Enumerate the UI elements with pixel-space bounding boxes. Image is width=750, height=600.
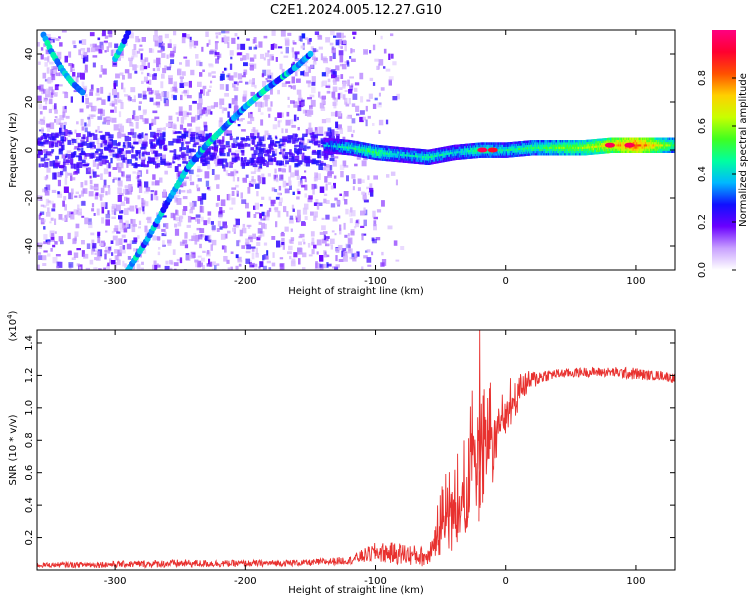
snr-x-tick: -100 [364, 576, 387, 587]
snr-y-tick: 1.0 [24, 400, 35, 416]
colorbar: 0.0 0.2 0.4 0.6 0.8 Normalized spectral ampl… [697, 30, 749, 278]
snr-y-tick: 0.8 [24, 432, 35, 448]
snr-x-tick: -200 [234, 576, 257, 587]
snr-y-label: SNR (10 * v/v) [8, 414, 19, 485]
spectrogram-x-tick: -300 [104, 276, 127, 287]
spectrogram-x-tick: -200 [234, 276, 257, 287]
spectrogram-x-tick: 100 [626, 276, 645, 287]
spectrogram-hotspot [477, 147, 488, 153]
spectrogram-x-tick: 0 [503, 276, 509, 287]
snr-x-tick: 100 [626, 576, 645, 587]
spectrogram-rising-trace [125, 50, 314, 270]
snr-y-tick: 0.2 [24, 530, 35, 546]
spectrogram-y-tick: 40 [24, 48, 35, 61]
snr-x-tick: -300 [104, 576, 127, 587]
spectrogram-y-tick: -40 [24, 238, 35, 254]
snr-x-label: Height of straight line (km) [288, 585, 424, 596]
snr-y-tick: 1.2 [24, 367, 35, 383]
snr-series-line [37, 330, 675, 570]
spectrogram-x-label: Height of straight line (km) [288, 286, 424, 297]
colorbar-tick: 0.0 [697, 262, 708, 278]
snr-x-tick: 0 [503, 576, 509, 587]
spectrogram-y-tick: 20 [24, 96, 35, 109]
snr-y-scale: (x104) [6, 310, 19, 341]
spectrogram-y-tick: 0 [24, 147, 35, 153]
colorbar-label: Normalized spectral amplitude [738, 73, 749, 227]
spectrogram-falling-trace [40, 31, 86, 96]
spectrogram-hotspot [604, 142, 615, 148]
spectrogram-hotspot [487, 147, 498, 153]
spectrogram-x-tick: -100 [364, 276, 387, 287]
colorbar-tick: 0.2 [697, 214, 708, 230]
snr-y-tick: 0.6 [24, 465, 35, 481]
snr-y-tick: 1.4 [24, 335, 35, 351]
spectrogram-hotspot [624, 142, 635, 148]
colorbar-tick: 0.6 [697, 118, 708, 134]
spectrogram-band [323, 137, 675, 165]
snr-y-tick: 0.4 [24, 497, 35, 513]
colorbar-tick: 0.8 [697, 70, 708, 86]
spectrogram-upper-trace [112, 30, 132, 62]
spectrogram-y-label: Frequency (Hz) [8, 112, 19, 188]
snr-frame [36, 329, 676, 571]
colorbar-tick: 0.4 [697, 166, 708, 182]
figure-title: C2E1.2024.005.12.27.G10 [270, 3, 442, 18]
snr-plot: -300 -200 -100 0 100 0.2 0.4 0.6 0.8 1.0 1.2 1.4 He… [6, 310, 676, 596]
spectrogram-y-tick: -20 [24, 190, 35, 206]
colorbar-gradient [712, 30, 736, 270]
